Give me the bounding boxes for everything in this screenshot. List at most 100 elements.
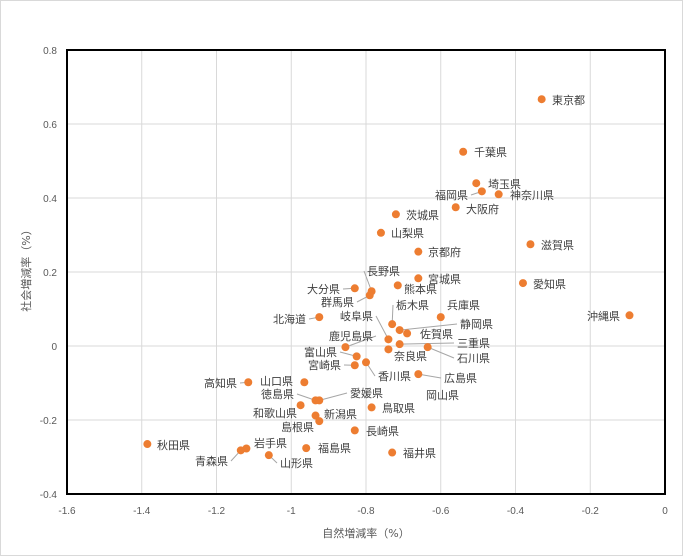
x-tick-label: -0.2 (582, 506, 600, 517)
data-point[interactable] (518, 279, 527, 288)
data-point[interactable] (376, 228, 385, 237)
point-label: 静岡県 (460, 317, 493, 331)
point-label: 徳島県 (261, 387, 294, 401)
point-label: 青森県 (195, 454, 228, 468)
x-tick-label: 0 (662, 506, 668, 517)
point-label: 岐阜県 (340, 310, 373, 323)
data-point[interactable] (395, 326, 404, 335)
data-point[interactable] (391, 210, 400, 219)
y-tick-label: 0.6 (43, 120, 57, 131)
point-label: 福井県 (403, 446, 436, 460)
point-label: 沖縄県 (587, 309, 620, 323)
point-label: 長野県 (367, 265, 400, 278)
y-tick-label: 0.4 (43, 194, 57, 205)
point-label: 東京都 (552, 93, 585, 107)
y-tick-label: -0.4 (40, 490, 58, 501)
data-point[interactable] (264, 451, 273, 460)
data-point[interactable] (388, 448, 397, 457)
point-label: 宮崎県 (308, 358, 341, 372)
point-label: 滋賀県 (541, 239, 574, 252)
point-label: 富山県 (304, 345, 337, 359)
data-point[interactable] (300, 378, 309, 387)
data-point[interactable] (236, 446, 245, 455)
data-point[interactable] (362, 358, 370, 367)
data-point[interactable] (365, 291, 374, 300)
data-point[interactable] (143, 440, 152, 449)
point-label: 千葉県 (474, 145, 507, 159)
data-point[interactable] (451, 203, 460, 212)
data-point[interactable] (459, 147, 468, 156)
data-point[interactable] (395, 340, 404, 349)
data-point[interactable] (367, 403, 376, 412)
data-point[interactable] (494, 190, 503, 199)
x-tick-label: -1 (287, 506, 296, 517)
point-label: 宮城県 (428, 272, 461, 286)
point-label: 熊本県 (404, 282, 437, 296)
leader-line (427, 346, 455, 359)
data-point[interactable] (384, 345, 393, 354)
data-point[interactable] (393, 281, 402, 290)
point-label: 佐賀県 (420, 327, 453, 341)
data-point[interactable] (403, 329, 412, 338)
point-label: 香川県 (378, 370, 411, 383)
point-label: 長崎県 (366, 424, 399, 438)
point-label: 高知県 (204, 376, 237, 390)
data-point[interactable] (477, 187, 486, 196)
point-label: 新潟県 (324, 407, 357, 421)
point-label: 北海道 (273, 312, 306, 326)
point-label: 山形県 (280, 457, 313, 470)
point-label: 群馬県 (321, 295, 354, 309)
data-point[interactable] (350, 426, 359, 435)
point-label: 愛媛県 (350, 386, 383, 400)
data-point[interactable] (296, 401, 305, 410)
data-point[interactable] (302, 444, 311, 453)
data-point[interactable] (414, 247, 423, 256)
data-point[interactable] (388, 320, 397, 329)
point-label: 大分県 (307, 282, 340, 296)
point-label: 和歌山県 (253, 406, 297, 420)
point-label: 兵庫県 (447, 298, 480, 312)
point-label: 鹿児島県 (329, 329, 373, 343)
leader-line (345, 335, 377, 348)
data-point[interactable] (537, 95, 546, 104)
point-label: 岩手県 (254, 436, 287, 450)
data-point[interactable] (350, 284, 359, 293)
x-axis-ticks: -1.6 -1.4 -1.2 -1 -0.8 -0.6 -0.4 -0.2 0 (58, 506, 668, 517)
data-points (143, 95, 634, 460)
data-point[interactable] (472, 179, 481, 188)
data-point[interactable] (384, 335, 393, 344)
data-point[interactable] (315, 313, 324, 322)
x-tick-label: -0.4 (507, 506, 525, 517)
data-point[interactable] (526, 240, 535, 249)
x-axis-title: 自然増減率（%） (322, 526, 409, 540)
data-point[interactable] (350, 361, 359, 370)
data-point[interactable] (315, 417, 324, 426)
leader-line (375, 315, 389, 340)
point-label: 神奈川県 (510, 188, 554, 202)
point-label: 岡山県 (426, 389, 459, 402)
data-point[interactable] (352, 352, 361, 361)
point-label: 石川県 (457, 352, 490, 365)
y-tick-label: 0.8 (43, 46, 57, 57)
point-label: 秋田県 (157, 438, 190, 452)
data-point[interactable] (414, 274, 423, 283)
x-tick-label: -1.6 (58, 506, 76, 517)
data-point[interactable] (244, 378, 253, 387)
data-point[interactable] (341, 343, 350, 352)
data-point[interactable] (423, 343, 432, 352)
point-label: 山口県 (260, 375, 293, 388)
data-point[interactable] (625, 311, 634, 320)
data-point[interactable] (436, 313, 445, 322)
point-label: 三重県 (457, 336, 490, 350)
y-axis-title: 社会増減率（%） (19, 224, 33, 311)
data-point[interactable] (315, 396, 324, 405)
point-label: 茨城県 (406, 208, 439, 222)
point-label: 鳥取県 (382, 401, 415, 415)
data-point[interactable] (414, 370, 423, 379)
x-tick-label: -1.4 (133, 506, 151, 517)
point-label: 山梨県 (391, 226, 424, 240)
point-label: 福島県 (318, 441, 351, 455)
x-tick-label: -0.6 (432, 506, 450, 517)
